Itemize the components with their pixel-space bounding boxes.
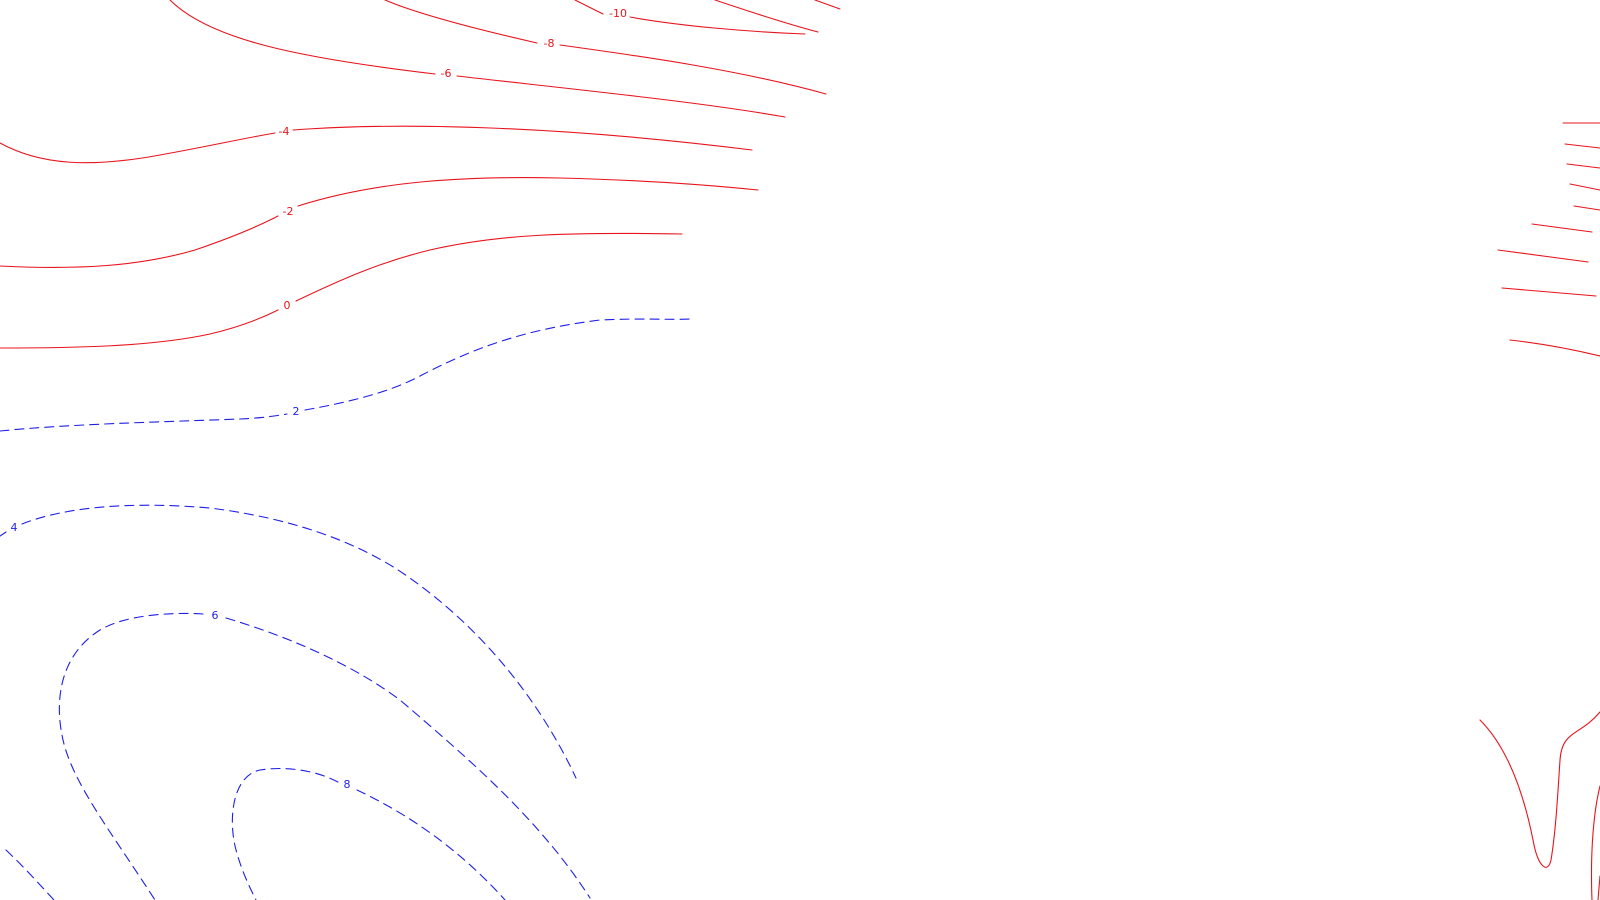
- contour-line-plus-8: [231, 768, 339, 900]
- contour-label-plus-4: 4: [11, 521, 18, 534]
- contour-label-minus-2: -2: [283, 205, 294, 218]
- contour-line-top-right-edge: [814, 0, 841, 10]
- contour-line-right-fragment-2: [1564, 143, 1600, 149]
- contour-line-right-fragment-9: [1509, 339, 1600, 357]
- contour-line-minus-4-segment: [292, 125, 753, 151]
- contour-line-bottom-right-edge: [1590, 785, 1600, 900]
- contour-line-right-fragment-3: [1566, 163, 1600, 169]
- contour-line-bottom-right-trough: [1479, 711, 1600, 868]
- contour-line-plus-4-segment: [21, 504, 577, 779]
- contour-line-minus-10-segment: [629, 16, 806, 35]
- contour-line-right-fragment-5: [1573, 205, 1600, 211]
- contour-line-minus-2-segment: [297, 177, 759, 207]
- contour-line-right-fragment-6: [1531, 223, 1593, 233]
- positive-contours: [0, 318, 691, 900]
- contour-line-plus-2: [0, 413, 288, 432]
- contour-line-plus-4: [0, 531, 7, 537]
- contour-line-minus-6: [169, 0, 436, 75]
- contour-label-minus-4: -4: [279, 125, 290, 138]
- contour-label-plus-8: 8: [344, 778, 351, 791]
- contour-line-zero-segment: [295, 232, 683, 302]
- contour-label-minus-8: -8: [544, 37, 555, 50]
- contour-labels: -10 -8 -6 -4 -2 0 2 4 6 8: [11, 7, 627, 791]
- contour-label-zero: 0: [284, 299, 291, 312]
- contour-line-minus-2: [0, 215, 279, 268]
- contour-line-minus-10-upper: [714, 0, 819, 33]
- contour-line-right-fragment-8: [1501, 287, 1597, 297]
- contour-line-plus-6-segment: [225, 617, 591, 899]
- contour-line-plus-2-segment: [304, 318, 691, 411]
- contour-line-minus-8-segment: [559, 44, 827, 95]
- contour-label-minus-10: -10: [609, 7, 627, 20]
- contour-label-minus-6: -6: [441, 67, 452, 80]
- contour-label-plus-6: 6: [212, 609, 219, 622]
- contour-line-minus-6-segment: [456, 75, 786, 118]
- contour-line-minus-8: [384, 0, 538, 44]
- contour-line-right-fragment-4: [1569, 183, 1600, 191]
- contour-line-bottom-left-fragment: [5, 849, 55, 900]
- contour-label-plus-2: 2: [293, 405, 300, 418]
- contour-line-minus-4: [0, 132, 276, 164]
- contour-line-zero: [0, 309, 279, 349]
- contour-line-plus-8-segment: [356, 789, 506, 900]
- contour-line-right-fragment-7: [1497, 249, 1589, 263]
- contour-line-minus-10: [574, 0, 604, 15]
- contour-line-plus-6: [58, 612, 204, 900]
